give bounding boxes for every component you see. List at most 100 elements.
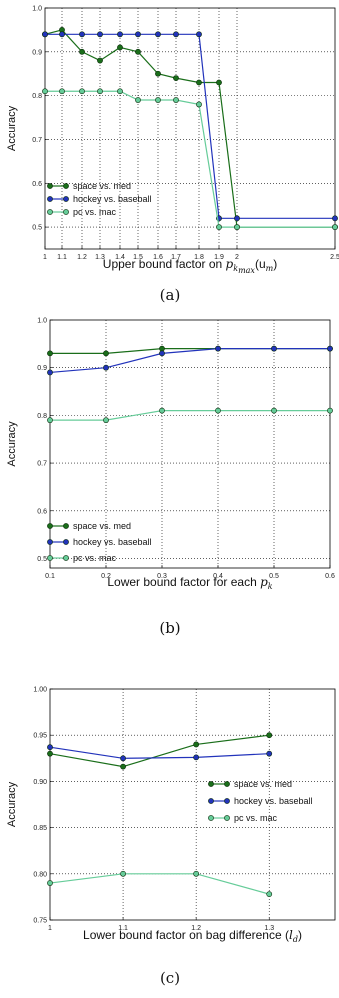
data-point — [196, 79, 202, 86]
x-tick-label: 2.5 — [330, 254, 339, 261]
y-tick-label: 0.5 — [37, 556, 47, 563]
x-tick-label: 1.3 — [95, 254, 105, 261]
data-point — [47, 750, 53, 757]
data-point — [266, 732, 273, 739]
series-line-0 — [49, 734, 270, 768]
data-point — [155, 70, 161, 77]
legend: space vs. med hockey vs. baseball pc vs. m… — [47, 521, 152, 563]
y-tick-label: 0.7 — [32, 137, 42, 144]
x-tick-label: 1.2 — [77, 254, 87, 261]
plot-frame — [49, 688, 336, 921]
data-point — [196, 101, 202, 108]
legend-label: pc vs. mac — [73, 553, 117, 563]
data-point — [155, 31, 161, 38]
data-point — [47, 417, 53, 424]
legend-label: hockey vs. baseball — [73, 194, 152, 204]
data-point — [327, 345, 333, 352]
data-point — [327, 407, 333, 414]
panel-caption: (a) — [160, 286, 181, 304]
x-tick-label: 0.3 — [157, 573, 167, 580]
x-axis-label: Lower bound factor for each pk — [107, 575, 272, 591]
data-point — [103, 350, 109, 357]
y-tick-label: 0.6 — [32, 181, 42, 188]
series-line-1 — [49, 348, 330, 374]
legend-swatch-marker — [208, 798, 214, 804]
legend-swatch-marker — [63, 196, 69, 202]
data-point — [155, 97, 161, 103]
data-point — [47, 880, 53, 886]
x-tick-label: 1.1 — [57, 254, 67, 261]
data-point — [117, 44, 123, 51]
y-tick-label: 0.8 — [32, 93, 42, 100]
data-point — [79, 31, 85, 38]
series-line-2 — [50, 410, 330, 421]
legend-swatch-marker — [208, 781, 214, 787]
chart-panel-a: 0.5 0.6 0.7 0.8 0.9 1.0 1 1.1 1.2 1.3 1.4 1.5 1.6 1.7… — [6, 6, 339, 305]
data-point — [332, 224, 338, 230]
data-point — [266, 891, 273, 898]
data-point — [159, 350, 165, 357]
data-point — [173, 31, 179, 38]
data-point — [332, 215, 338, 222]
y-tick-label: 0.80 — [33, 871, 47, 878]
legend-label: hockey vs. baseball — [234, 796, 313, 806]
data-point — [216, 79, 222, 86]
legend: space vs. med hockey vs. baseball pc vs. m… — [208, 779, 313, 823]
data-point — [135, 48, 141, 55]
data-point — [47, 744, 53, 751]
data-point — [159, 407, 165, 414]
x-tick-label: 1.1 — [118, 925, 128, 932]
data-point — [120, 763, 126, 770]
data-point — [193, 754, 200, 761]
panel-caption: (b) — [159, 619, 180, 637]
legend-swatch-marker — [208, 815, 214, 821]
y-tick-label: 0.95 — [33, 733, 47, 740]
data-point — [135, 97, 141, 103]
x-tick-label: 1 — [43, 254, 47, 261]
legend-swatch-marker — [63, 209, 69, 215]
legend-swatch-marker — [63, 183, 69, 189]
x-tick-label: 1.7 — [171, 254, 181, 261]
chart-panel-b: 0.50.60.70.80.91.00.1 0.2 0.3 0.4 0.5 0.6spac… — [6, 318, 335, 638]
legend-swatch-marker — [224, 815, 230, 821]
data-point — [173, 75, 179, 82]
legend-swatch-marker — [47, 539, 53, 545]
y-tick-label: 0.90 — [33, 779, 47, 786]
x-tick-label: 1.4 — [115, 254, 125, 261]
data-point — [193, 870, 200, 877]
y-tick-label: 0.7 — [37, 461, 47, 468]
legend-swatch-marker — [63, 523, 69, 529]
legend: space vs. med hockey vs. baseball pc vs. m… — [47, 181, 152, 217]
legend-label: pc vs. mac — [234, 813, 278, 823]
legend-swatch-marker — [47, 196, 53, 202]
data-point — [42, 88, 48, 95]
x-tick-label: 0.4 — [213, 573, 223, 580]
x-tick-label: 1 — [48, 925, 52, 932]
data-point — [42, 31, 48, 38]
series-line-0 — [44, 29, 335, 228]
data-point — [193, 741, 200, 748]
x-tick-label: 1.6 — [153, 254, 163, 261]
chart-panel-c: 0.75 0.80 0.85 0.90 0.95 1.00 1 1.1 1.2 1.3 space … — [6, 687, 336, 987]
data-point — [97, 88, 103, 95]
legend-swatch-marker — [224, 781, 230, 787]
data-point — [117, 31, 123, 38]
data-point — [59, 88, 65, 95]
x-tick-label: 1.3 — [264, 925, 274, 932]
data-point — [117, 88, 123, 95]
x-tick-label: 0.2 — [101, 573, 111, 580]
legend-label: space vs. med — [234, 779, 292, 789]
plot-frame — [49, 319, 331, 569]
legend-label: space vs. med — [73, 181, 131, 191]
data-point — [271, 345, 277, 352]
data-point — [47, 350, 53, 357]
series-line-1 — [49, 746, 270, 759]
x-tick-label: 0.1 — [45, 573, 55, 580]
y-tick-label: 0.5 — [32, 225, 42, 232]
x-tick-label: 0.5 — [269, 573, 279, 580]
y-tick-label: 1.00 — [33, 687, 47, 694]
y-tick-label: 1.0 — [37, 318, 47, 325]
data-point — [215, 407, 221, 414]
y-axis-label: Accuracy — [6, 421, 18, 467]
